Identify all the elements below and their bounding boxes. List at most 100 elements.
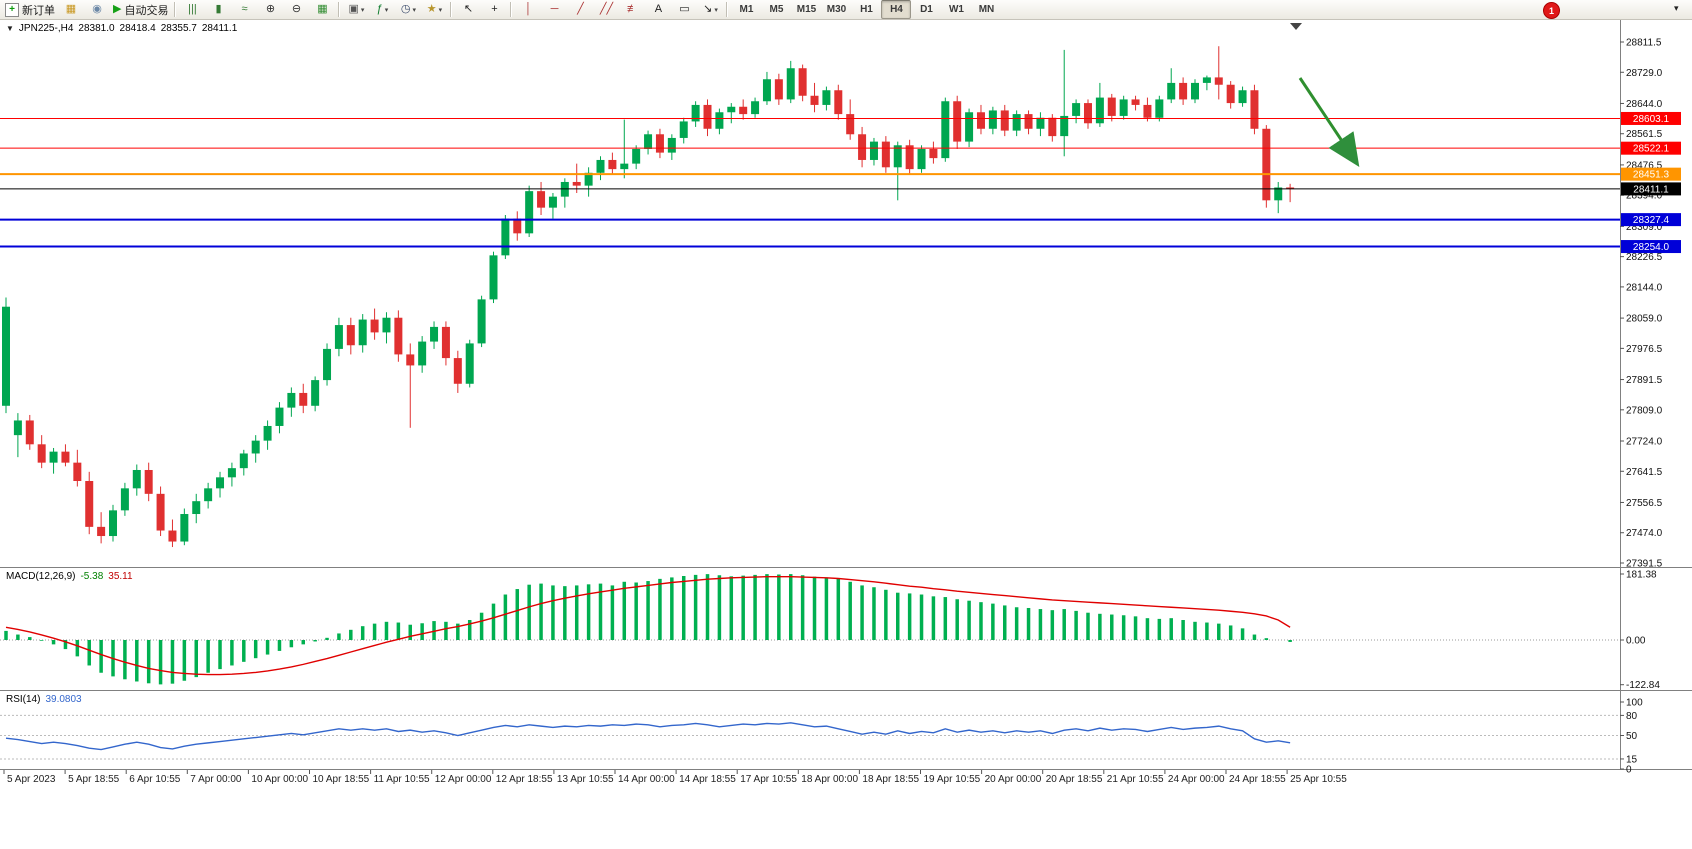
candle-body: [1155, 99, 1164, 118]
price-axis-label: 28644.0: [1626, 99, 1663, 110]
bar-chart-button[interactable]: |||: [179, 0, 205, 19]
candle-body: [418, 341, 427, 366]
candle-body: [1036, 117, 1045, 129]
candle-body: [2, 306, 10, 406]
arrows-button[interactable]: ↘ ▾: [697, 0, 723, 19]
trendline-button[interactable]: ╱: [567, 0, 593, 19]
bar-chart-icon: |||: [188, 3, 197, 15]
chart-shift-marker[interactable]: [1290, 23, 1302, 30]
tile-windows-icon: ▦: [317, 3, 328, 15]
candle-body: [1083, 103, 1092, 124]
crosshair-button[interactable]: +: [481, 0, 507, 19]
price-axis-label: 27641.5: [1626, 467, 1663, 478]
candle-body: [1048, 117, 1057, 137]
tf-h4-button[interactable]: H4: [881, 0, 912, 19]
time-axis-label: 20 Apr 18:55: [1046, 774, 1103, 785]
time-axis-label: 10 Apr 18:55: [313, 774, 370, 785]
tile-windows-button[interactable]: ▦: [309, 0, 335, 19]
candle-body: [346, 325, 355, 346]
toolbar-overflow-button[interactable]: ▾: [1674, 3, 1679, 13]
candle-body: [156, 493, 165, 531]
time-axis-label: 5 Apr 2023: [7, 774, 56, 785]
line-chart-button[interactable]: ≈: [231, 0, 257, 19]
new-chart-button[interactable]: ▣ ▾: [343, 0, 369, 19]
charts-profile-icon: ▦: [65, 3, 77, 15]
rsi-value: 39.0803: [45, 694, 82, 705]
candle-body: [644, 134, 653, 149]
one-click-trading-toggle-icon[interactable]: ▼: [6, 24, 14, 33]
tf-m15-button[interactable]: M15: [796, 4, 817, 15]
tf-mn-button[interactable]: MN: [978, 4, 995, 15]
channel-button[interactable]: ╱╱: [593, 0, 619, 19]
label-button[interactable]: ▭: [671, 0, 697, 19]
new-order-button[interactable]: + 新订单: [2, 0, 58, 19]
candle-body: [132, 469, 141, 489]
auto-trading-icon: ▶: [113, 3, 122, 15]
candle-body: [1107, 97, 1116, 116]
toolbar-separator: [174, 2, 177, 17]
candle-body: [430, 326, 439, 342]
candle-body: [1167, 82, 1176, 100]
candle-body: [251, 440, 260, 454]
cursor-button[interactable]: ↖: [455, 0, 481, 19]
tf-h1-button[interactable]: H1: [860, 4, 873, 15]
fibonacci-button[interactable]: ≢: [619, 0, 645, 19]
new-order-icon: +: [5, 2, 19, 17]
high-value: 28418.4: [119, 23, 156, 34]
candle-body: [846, 114, 855, 135]
candle-body: [632, 148, 641, 164]
candle-body: [727, 106, 736, 113]
candle-body: [168, 530, 177, 542]
time-axis-label: 18 Apr 18:55: [862, 774, 919, 785]
rsi-axis-label: 15: [1626, 754, 1638, 765]
candlestick-chart-button[interactable]: ▮: [205, 0, 231, 19]
sell-arrow-annotation[interactable]: [1298, 77, 1360, 167]
candle-body: [1072, 103, 1081, 116]
candle-body: [216, 477, 225, 489]
auto-trading-button[interactable]: ▶ 自动交易: [110, 0, 171, 19]
alert-badge[interactable]: 1: [1543, 2, 1560, 19]
candle-body: [584, 172, 593, 186]
price-axis-label: 28561.5: [1626, 129, 1663, 140]
support-line-1-price-tag-label: 28327.4: [1633, 215, 1670, 226]
tf-m30-button[interactable]: M30: [826, 4, 847, 15]
horizontal-line-button[interactable]: ─: [541, 0, 567, 19]
tf-m1-button[interactable]: M1: [739, 4, 754, 15]
vertical-line-button[interactable]: │: [515, 0, 541, 19]
time-axis-label: 18 Apr 00:00: [801, 774, 858, 785]
tf-d1-button[interactable]: D1: [920, 4, 933, 15]
candle-body: [608, 159, 617, 170]
time-axis-label: 24 Apr 00:00: [1168, 774, 1225, 785]
support-line-1-price-tag: [1621, 213, 1681, 227]
refresh-charts-button[interactable]: ◉: [84, 0, 110, 19]
time-axis-label: 21 Apr 10:55: [1107, 774, 1164, 785]
text-button[interactable]: A: [645, 0, 671, 19]
price-axis-label: 27474.0: [1626, 528, 1663, 539]
macd-axis-label: 181.38: [1626, 570, 1657, 581]
price-axis-label: 28309.0: [1626, 222, 1663, 233]
templates-button[interactable]: ★ ▾: [421, 0, 447, 19]
periods-button[interactable]: ◷ ▾: [395, 0, 421, 19]
tf-m5-button[interactable]: M5: [769, 4, 784, 15]
time-axis-label: 17 Apr 10:55: [740, 774, 797, 785]
tf-w1-button[interactable]: W1: [948, 4, 964, 15]
candle-body: [513, 218, 522, 234]
new-chart-icon: ▣: [348, 3, 359, 15]
price-axis-label: 27891.5: [1626, 375, 1663, 386]
open-value: 28381.0: [78, 23, 115, 34]
zoom-out-button[interactable]: ⊖: [283, 0, 309, 19]
candle-body: [1179, 82, 1188, 100]
candle-body: [287, 392, 296, 408]
chart-canvas[interactable]: 28811.5 28729.0 28644.0 28561.5 28476.5 28394…: [0, 20, 1692, 849]
zoom-in-button[interactable]: ⊕: [257, 0, 283, 19]
candle-body: [965, 112, 974, 142]
candle-body: [144, 469, 153, 494]
candle-body: [858, 134, 867, 160]
arrows-icon: ↘: [703, 3, 713, 15]
indicators-button[interactable]: ƒ ▾: [369, 0, 395, 19]
chart-window[interactable]: 28811.5 28729.0 28644.0 28561.5 28476.5 28394…: [0, 20, 1692, 849]
candle-body: [370, 319, 379, 333]
support-line-2-price-tag: [1621, 240, 1681, 254]
price-axis-label: 27391.5: [1626, 559, 1663, 570]
charts-profile-button[interactable]: ▦: [58, 0, 84, 19]
